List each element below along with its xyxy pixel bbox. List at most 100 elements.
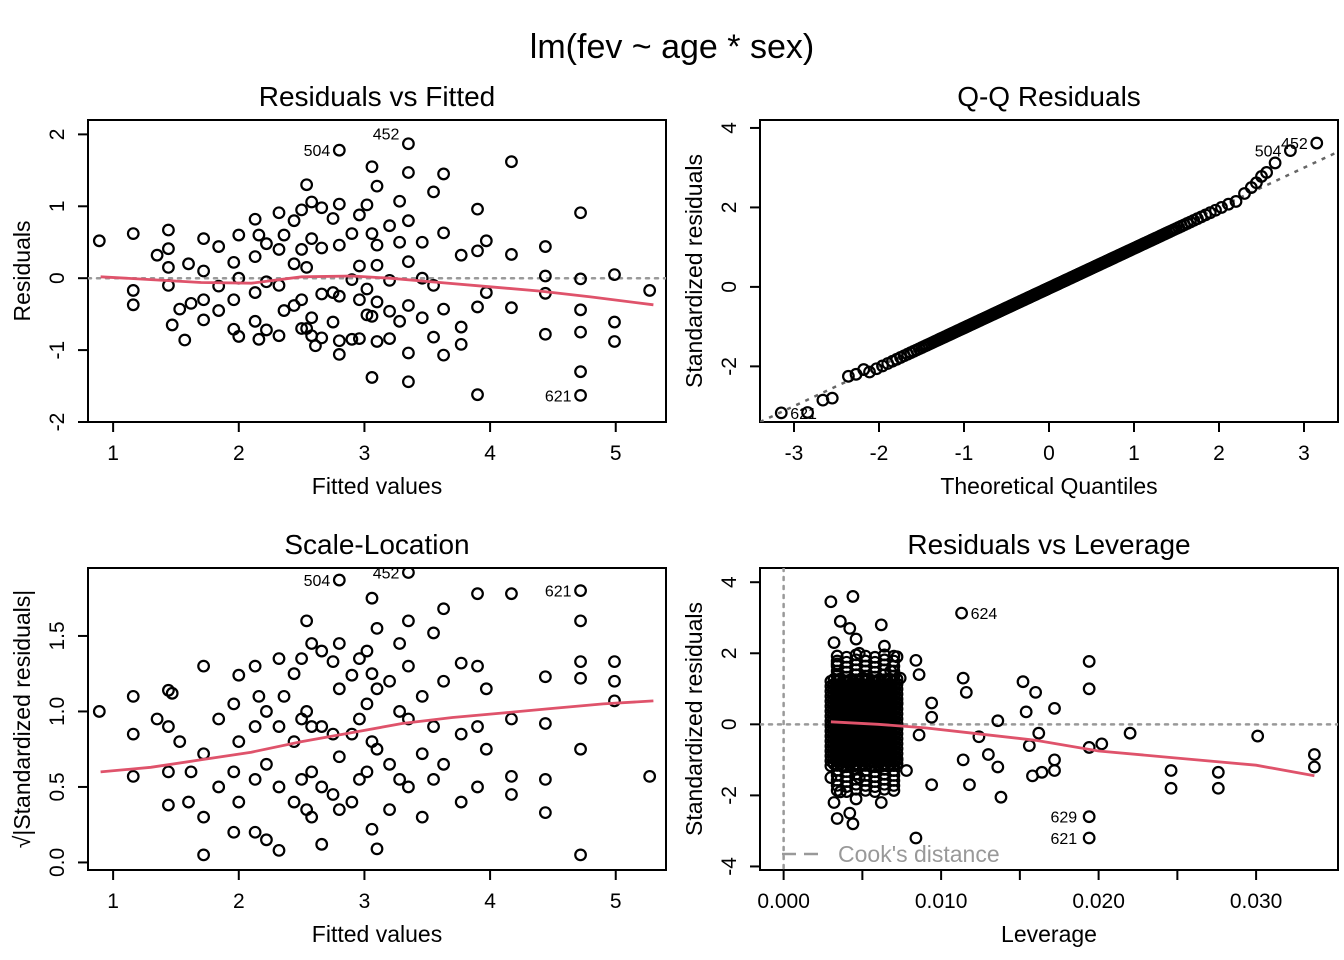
x-tick-label: 3 bbox=[1298, 442, 1310, 465]
plot-frame bbox=[87, 567, 667, 871]
data-point bbox=[248, 250, 262, 264]
data-point bbox=[454, 248, 468, 262]
data-point bbox=[538, 269, 552, 283]
data-point bbox=[365, 160, 379, 174]
data-point bbox=[925, 778, 939, 792]
data-point bbox=[165, 318, 179, 332]
data-point bbox=[955, 606, 968, 620]
data-point bbox=[437, 226, 450, 240]
x-tick-label: 2 bbox=[233, 890, 245, 913]
data-point bbox=[332, 803, 346, 816]
data-point bbox=[197, 232, 211, 246]
data-point bbox=[173, 735, 187, 749]
data-point bbox=[538, 717, 552, 730]
data-point bbox=[315, 287, 329, 301]
data-point bbox=[227, 293, 241, 307]
data-point bbox=[315, 241, 329, 255]
data-point bbox=[471, 720, 484, 733]
data-point bbox=[843, 806, 857, 820]
data-point bbox=[1307, 748, 1321, 761]
point-label: 621 bbox=[1050, 831, 1077, 848]
data-point bbox=[912, 668, 926, 681]
point-label: 621 bbox=[790, 406, 817, 423]
data-point bbox=[126, 689, 140, 703]
data-point bbox=[415, 271, 429, 285]
data-point bbox=[827, 636, 841, 650]
point-label: 504 bbox=[304, 143, 331, 160]
x-tick-label: 0.030 bbox=[1230, 890, 1283, 913]
x-tick-label: 2 bbox=[233, 442, 245, 465]
data-point bbox=[182, 795, 195, 809]
data-point bbox=[402, 299, 415, 312]
data-point bbox=[300, 614, 314, 628]
data-point bbox=[437, 302, 450, 316]
data-point bbox=[393, 705, 407, 718]
data-point bbox=[383, 219, 396, 233]
y-axis-label: √|Standardized residuals| bbox=[9, 590, 35, 849]
plot-area bbox=[760, 568, 1338, 870]
data-point bbox=[260, 757, 273, 771]
data-point bbox=[287, 795, 301, 809]
data-point bbox=[162, 720, 175, 733]
data-point bbox=[842, 369, 855, 383]
data-point bbox=[332, 289, 346, 303]
data-point bbox=[178, 333, 192, 347]
data-point bbox=[332, 348, 346, 361]
data-point bbox=[956, 753, 970, 767]
point-label: 621 bbox=[545, 388, 572, 405]
data-point bbox=[574, 742, 587, 756]
data-point bbox=[360, 198, 374, 212]
data-point bbox=[994, 790, 1008, 804]
data-point bbox=[415, 810, 429, 824]
data-point bbox=[353, 773, 366, 786]
y-tick-label: -2 bbox=[46, 413, 69, 432]
plot-frame bbox=[759, 119, 1339, 423]
x-tick-label: 1 bbox=[107, 442, 119, 465]
data-point bbox=[383, 674, 396, 688]
panel-p2: Q-Q Residuals -3 -2 -1 0 1 2 3 -2 0 2 4 Theoretical … bbox=[681, 81, 1339, 499]
y-tick-label: 4 bbox=[718, 576, 741, 588]
data-point bbox=[212, 304, 226, 317]
data-point bbox=[326, 788, 340, 801]
data-point bbox=[471, 587, 484, 601]
data-point bbox=[427, 185, 440, 199]
x-tick-label: 5 bbox=[610, 890, 622, 913]
data-point bbox=[295, 203, 309, 217]
data-point bbox=[1123, 726, 1137, 740]
data-point bbox=[402, 614, 415, 628]
data-point bbox=[574, 848, 587, 862]
panel-p1: Residuals vs Fitted 1 2 3 4 5 -2 -1 0 1 2 Fitted va… bbox=[9, 81, 667, 499]
data-point bbox=[295, 322, 309, 335]
data-point bbox=[365, 591, 379, 605]
data-point bbox=[260, 833, 273, 847]
panel-title: Residuals vs Leverage bbox=[907, 529, 1190, 560]
data-point bbox=[801, 406, 814, 419]
data-point bbox=[608, 655, 621, 669]
data-point bbox=[454, 656, 468, 670]
data-point bbox=[402, 346, 415, 360]
data-point bbox=[197, 264, 211, 278]
data-point bbox=[959, 685, 973, 699]
point-label: 452 bbox=[373, 566, 400, 583]
data-point bbox=[427, 773, 440, 786]
data-point bbox=[272, 843, 286, 857]
data-point bbox=[197, 313, 211, 327]
data-point bbox=[1209, 203, 1222, 217]
data-point bbox=[248, 720, 262, 733]
data-point bbox=[538, 670, 552, 684]
data-point bbox=[370, 238, 384, 252]
data-point bbox=[295, 773, 309, 786]
point-label: 629 bbox=[1050, 810, 1077, 827]
data-point bbox=[1164, 781, 1178, 795]
data-point bbox=[402, 214, 415, 228]
data-point bbox=[197, 848, 211, 862]
data-point bbox=[370, 622, 384, 635]
data-point bbox=[227, 255, 241, 269]
data-point bbox=[162, 798, 175, 812]
data-point bbox=[212, 780, 226, 794]
data-point bbox=[909, 653, 923, 667]
data-point bbox=[393, 637, 407, 650]
data-point bbox=[574, 614, 587, 628]
data-point bbox=[126, 298, 140, 312]
data-point bbox=[981, 748, 995, 761]
